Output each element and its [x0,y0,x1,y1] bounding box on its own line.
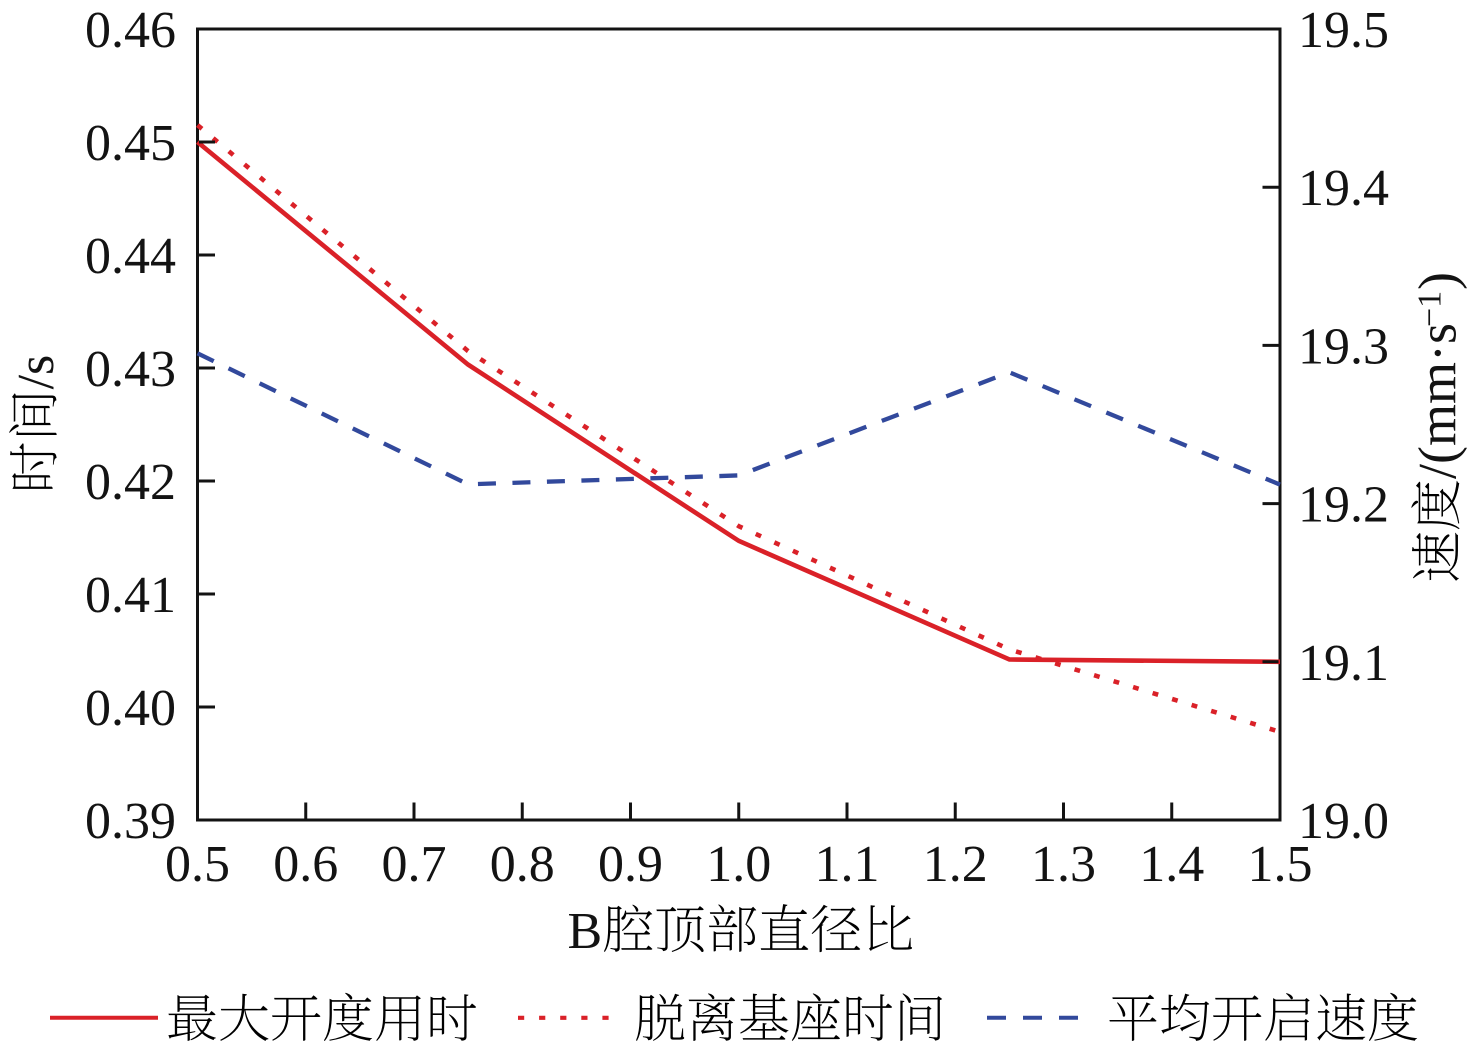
svg-text:1.4: 1.4 [1139,836,1204,893]
svg-text:0.44: 0.44 [85,228,176,285]
svg-text:/(mm·s: /(mm·s [1408,323,1468,479]
svg-text:19.2: 19.2 [1298,477,1389,534]
svg-text:19.5: 19.5 [1298,2,1389,59]
svg-text:0.39: 0.39 [85,793,176,850]
svg-text:19.3: 19.3 [1298,318,1389,375]
svg-text:0.40: 0.40 [85,680,176,737]
svg-text:1.5: 1.5 [1248,836,1313,893]
svg-text:−1: −1 [1412,291,1449,327]
svg-text:0.7: 0.7 [382,836,447,893]
svg-text:1.3: 1.3 [1031,836,1096,893]
svg-text:19.1: 19.1 [1298,635,1389,692]
svg-text:0.9: 0.9 [598,836,663,893]
svg-text:1.2: 1.2 [923,836,988,893]
svg-text:0.6: 0.6 [273,836,338,893]
svg-text:): ) [1408,272,1468,290]
svg-text:0.43: 0.43 [85,341,176,398]
svg-text:0.8: 0.8 [490,836,555,893]
svg-text:0.41: 0.41 [85,567,176,624]
svg-text:B: B [568,903,603,960]
svg-text:0.5: 0.5 [165,836,230,893]
svg-text:0.46: 0.46 [85,2,176,59]
svg-text:19.4: 19.4 [1298,160,1389,217]
svg-text:1.0: 1.0 [706,836,771,893]
svg-text:0.45: 0.45 [85,115,176,172]
svg-text:/s: /s [8,355,65,390]
svg-text:0.42: 0.42 [85,454,176,511]
svg-text:19.0: 19.0 [1298,793,1389,850]
svg-text:1.1: 1.1 [815,836,880,893]
